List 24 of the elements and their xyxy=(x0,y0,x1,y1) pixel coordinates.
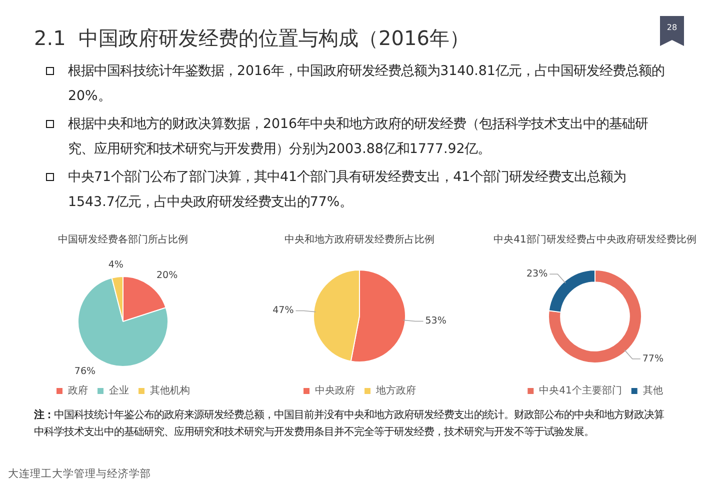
text: 2.1 中国政府研发经费的位置与构成（2016年） xyxy=(34,25,470,51)
legend-label: 中央政府 xyxy=(315,384,355,397)
legend-label: 地方政府 xyxy=(375,384,416,397)
data-label: 76% xyxy=(74,366,96,377)
data-label: 4% xyxy=(108,259,124,270)
text: 28 xyxy=(666,23,678,33)
data-label: 77% xyxy=(642,353,664,364)
legend-label: 企业 xyxy=(109,384,129,397)
data-label: 53% xyxy=(425,316,446,327)
legend-label: 政府 xyxy=(68,384,88,397)
chart-title: 中央41部门研发经费占中央政府研发经费比例 xyxy=(494,234,696,246)
chart-title: 中国研发经费各部门所占比例 xyxy=(58,234,188,246)
legend-label: 中央41个主要部门 xyxy=(539,384,622,397)
text: 根据中国科技统计年鉴数据，2016年，中国政府研发经费总额为3140.81亿元，占中国研发经费总额的20%。 xyxy=(68,64,664,104)
text: 注：中国科技统计年鉴公布的政府来源研发经费总额，中国目前并没有中央和地方政府研发经费支出的统计。财政部公布的中央和地方财政决算中科学技术支出中的基础研究、应用研究和技术研究与开发费用条目并不完全等于研发经费，技术研究与开发不等于试验发展。 xyxy=(34,408,665,440)
data-label: 23% xyxy=(526,268,548,280)
text: 大连理工大学管理与经济学部 xyxy=(8,467,151,482)
text: 中央71个部门公布了部门决算，其中41个部门具有研发经费支出，41个部门研发经费支出总额为1543.7亿元，占中央政府研发经费支出的77%。 xyxy=(68,170,626,210)
legend-label: 其他机构 xyxy=(150,384,190,397)
data-label: 47% xyxy=(272,305,294,316)
data-label: 20% xyxy=(156,270,178,281)
chart-title: 中央和地方政府研发经费所占比例 xyxy=(284,234,434,246)
text: 根据中央和地方的财政决算数据，2016年中央和地方政府的研发经费（包括科学技术支出中的基础研究、应用研究和技术研究与开发费用）分别为2003.88亿和1777.92亿。 xyxy=(68,117,648,157)
legend-label: 其他 xyxy=(642,384,663,397)
